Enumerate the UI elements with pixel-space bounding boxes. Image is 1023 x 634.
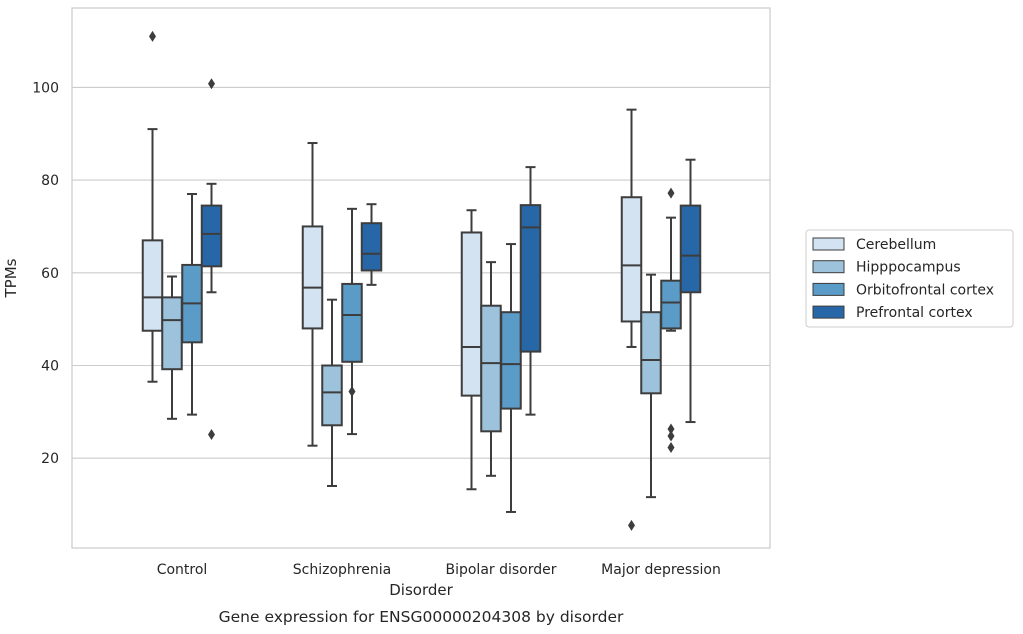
box-iqr (141, 239, 164, 332)
box-hipppocampus-1 (321, 298, 343, 488)
legend-swatch-hipppocampus (812, 260, 845, 274)
x-tick-label: Major depression (601, 562, 721, 578)
y-tick-label: 20 (41, 451, 59, 467)
box-iqr (460, 231, 483, 397)
box-iqr (161, 296, 183, 371)
legend: Cerebellum Hipppocampus Orbitofrontal cort… (805, 229, 1014, 328)
legend-swatch-cerebellum (812, 237, 845, 251)
box-cerebellum-0 (141, 30, 164, 383)
x-tick-label: Control (157, 562, 208, 578)
legend-label-cerebellum: Cerebellum (856, 237, 936, 253)
box-iqr (341, 282, 363, 363)
legend-label-orbitofrontal-cortex: Orbitofrontal cortex (856, 282, 994, 298)
outlier-point (667, 430, 675, 442)
x-tick-label: Schizophrenia (293, 562, 391, 578)
legend-swatch-prefrontal-cortex (812, 305, 845, 319)
outlier-point (149, 30, 156, 42)
outlier-point (667, 442, 675, 454)
x-tick-labels: Control Schizophrenia Bipolar disorder Majo… (157, 562, 721, 578)
y-tick-label: 100 (32, 80, 59, 96)
outlier-point (208, 78, 215, 90)
box-cerebellum-2 (460, 209, 483, 491)
legend-items: Cerebellum Hipppocampus Orbitofrontal cort… (812, 237, 994, 321)
box-iqr (480, 304, 502, 433)
box-orbitofrontal-cortex-0 (181, 193, 203, 416)
series-hipppocampus (161, 261, 662, 499)
box-iqr (620, 196, 643, 323)
chart-caption: Gene expression for ENSG00000204308 by d… (219, 608, 624, 626)
box-prefrontal-cortex-0 (200, 78, 223, 441)
box-cerebellum-3 (620, 108, 643, 531)
y-tick-label: 40 (41, 359, 59, 375)
y-tick-label: 60 (41, 266, 59, 282)
outlier-point (628, 519, 635, 531)
legend-frame (805, 229, 1014, 328)
box-hipppocampus-0 (161, 275, 183, 420)
outlier-point (667, 423, 675, 435)
box-prefrontal-cortex-2 (519, 166, 542, 416)
box-orbitofrontal-cortex-1 (341, 207, 363, 436)
box-iqr (519, 204, 542, 353)
box-iqr (301, 225, 324, 330)
outlier-point (208, 429, 215, 441)
y-tick-labels: 20 40 60 80 100 (32, 80, 59, 467)
y-axis-label: TPMs (2, 258, 20, 298)
series-cerebellum (141, 30, 643, 531)
box-prefrontal-cortex-1 (360, 203, 383, 286)
box-series-group (141, 30, 702, 531)
box-prefrontal-cortex-3 (679, 158, 702, 424)
box-iqr (200, 204, 223, 268)
box-iqr (679, 204, 702, 294)
box-iqr (500, 311, 522, 410)
plot-area-frame (71, 7, 771, 549)
box-iqr (660, 279, 682, 330)
outlier-point (667, 187, 675, 199)
box-orbitofrontal-cortex-2 (500, 243, 522, 513)
legend-swatch-orbitofrontal-cortex (812, 282, 845, 296)
gridlines (72, 86, 770, 459)
series-orbitofrontal-cortex (181, 187, 682, 513)
box-orbitofrontal-cortex-3 (660, 187, 682, 454)
box-cerebellum-1 (301, 142, 324, 447)
box-hipppocampus-3 (640, 273, 662, 499)
legend-label-prefrontal-cortex: Prefrontal cortex (856, 305, 973, 321)
box-hipppocampus-2 (480, 261, 502, 477)
series-prefrontal-cortex (200, 78, 702, 441)
legend-label-hipppocampus: Hipppocampus (856, 260, 961, 276)
box-iqr (640, 311, 662, 395)
outlier-point (348, 385, 356, 397)
box-iqr (321, 364, 343, 427)
box-iqr (360, 222, 383, 272)
y-tick-label: 80 (41, 173, 59, 189)
x-tick-label: Bipolar disorder (445, 562, 556, 578)
x-axis-label: Disorder (389, 581, 453, 599)
